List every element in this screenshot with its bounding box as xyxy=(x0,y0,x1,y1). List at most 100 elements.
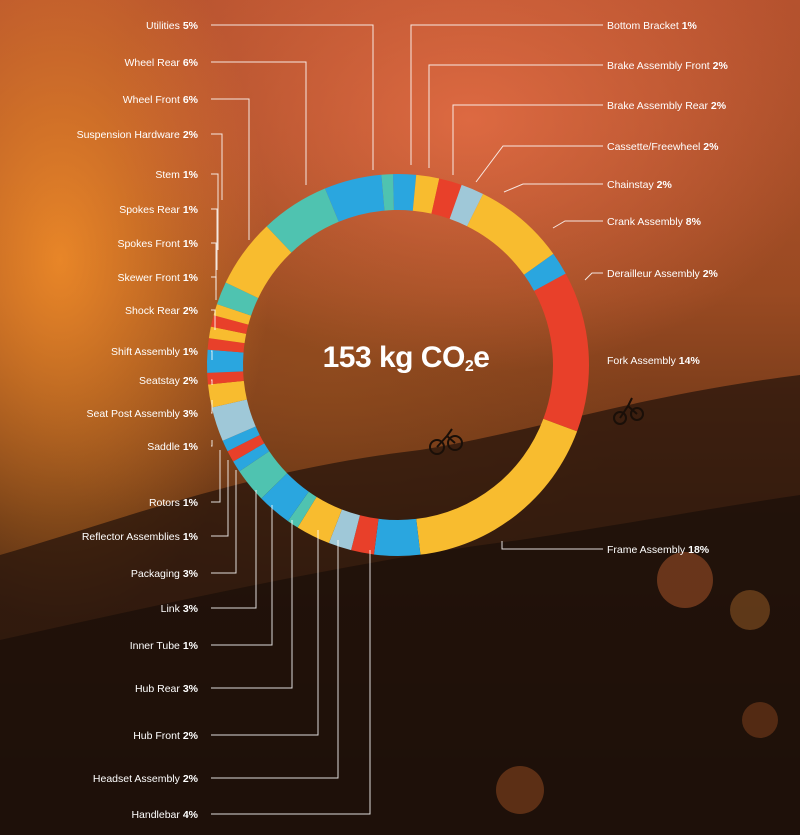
slice-label: Cassette/Freewheel 2% xyxy=(607,141,719,153)
leader-line xyxy=(211,98,250,240)
leader-line xyxy=(475,145,603,183)
slice-label: Reflector Assemblies 1% xyxy=(82,531,199,543)
leader-line xyxy=(211,208,218,270)
ring-segment xyxy=(261,473,309,522)
slice-label: Seat Post Assembly 3% xyxy=(87,408,199,420)
slice-label: Stem 1% xyxy=(155,169,198,181)
slice-label: Saddle 1% xyxy=(147,441,198,453)
ring-segment xyxy=(266,188,339,253)
slice-label: Brake Assembly Front 2% xyxy=(607,60,728,72)
ring-segment xyxy=(351,515,379,555)
leader-line xyxy=(584,272,603,281)
ring-segment xyxy=(225,226,292,299)
ring-segment xyxy=(208,380,247,408)
ring-segment xyxy=(373,518,421,556)
leader-line xyxy=(211,350,213,360)
leader-line xyxy=(211,24,374,170)
ring-segment xyxy=(524,253,566,291)
ring-segment xyxy=(239,451,288,499)
ring-segment xyxy=(534,273,589,432)
leader-line xyxy=(211,309,216,330)
leader-line xyxy=(211,470,237,574)
leader-line xyxy=(410,24,603,165)
ring-segment xyxy=(208,326,247,344)
slice-label: Inner Tube 1% xyxy=(130,640,199,652)
ring-segment xyxy=(297,496,342,544)
leader-line xyxy=(211,460,229,537)
leader-line xyxy=(211,450,221,503)
slice-label: Shift Assembly 1% xyxy=(111,346,199,358)
leader-line xyxy=(552,220,603,229)
ring-segment xyxy=(207,338,245,353)
ring-segment xyxy=(467,194,554,275)
ring-segment xyxy=(233,443,270,472)
ring-segment xyxy=(207,371,244,385)
ring-segment xyxy=(328,509,360,551)
leader-line xyxy=(211,505,273,646)
leader-line xyxy=(452,104,603,175)
leader-line xyxy=(503,183,603,193)
slice-label: Wheel Rear 6% xyxy=(124,57,198,69)
slice-label: Chainstay 2% xyxy=(607,179,672,191)
slice-label: Packaging 3% xyxy=(131,568,199,580)
leader-line xyxy=(211,400,213,414)
slice-label: Spokes Rear 1% xyxy=(119,204,198,216)
slice-label: Derailleur Assembly 2% xyxy=(607,268,719,280)
ring-segment xyxy=(287,491,317,528)
ring-segment xyxy=(227,434,265,462)
slice-label: Handlebar 4% xyxy=(131,809,198,821)
cyclist-icon xyxy=(613,397,644,425)
ring-segment xyxy=(211,399,256,441)
slice-label: Suspension Hardware 2% xyxy=(77,129,199,141)
ring-segment xyxy=(416,418,578,555)
ring-segment xyxy=(431,178,462,219)
leader-line xyxy=(211,133,223,200)
cyclist-icon xyxy=(429,428,463,455)
ring-segment xyxy=(206,349,244,373)
leader-line xyxy=(211,276,217,300)
total-emissions: 153 kg CO2e xyxy=(322,341,490,375)
ring-segment xyxy=(213,304,252,325)
leader-line xyxy=(211,61,307,185)
slice-label: Spokes Front 1% xyxy=(117,238,198,250)
slice-label: Headset Assembly 2% xyxy=(93,773,199,785)
ring-segment xyxy=(381,174,394,211)
leader-line xyxy=(211,173,219,250)
leader-line xyxy=(211,242,217,290)
slice-label: Link 3% xyxy=(161,603,199,615)
leader-line xyxy=(211,490,257,609)
ring-segment xyxy=(222,426,260,452)
slice-label: Hub Rear 3% xyxy=(135,683,199,695)
slice-label: Brake Assembly Rear 2% xyxy=(607,100,727,112)
donut-ring xyxy=(206,174,589,556)
leader-line xyxy=(211,550,371,815)
ring-segment xyxy=(210,315,249,334)
slice-label: Skewer Front 1% xyxy=(117,272,198,284)
slice-label: Fork Assembly 14% xyxy=(607,355,700,367)
slice-label: Crank Assembly 8% xyxy=(607,216,702,228)
slice-label: Wheel Front 6% xyxy=(123,94,199,106)
leader-line xyxy=(501,541,603,550)
ring-segment xyxy=(216,282,259,316)
slice-label: Utilities 5% xyxy=(146,20,199,32)
ring-segment xyxy=(449,184,484,227)
ring-segment xyxy=(412,174,440,214)
leader-line xyxy=(211,520,293,689)
slice-label: Shock Rear 2% xyxy=(125,305,199,317)
slice-label: Bottom Bracket 1% xyxy=(607,20,698,32)
ring-segment xyxy=(324,174,385,222)
leader-line xyxy=(211,440,213,447)
slice-label: Hub Front 2% xyxy=(133,730,198,742)
leader-line xyxy=(428,64,603,168)
leader-line xyxy=(211,379,213,385)
slice-label: Seatstay 2% xyxy=(139,375,199,387)
ring-segment xyxy=(392,174,417,211)
slice-label: Rotors 1% xyxy=(149,497,199,509)
leader-lines xyxy=(211,24,603,815)
leader-line xyxy=(211,540,339,779)
leader-line xyxy=(211,530,319,736)
slice-label: Frame Assembly 18% xyxy=(607,544,710,556)
slice-labels: Utilities 5% Wheel Rear 6% Wheel Front 6% S… xyxy=(77,20,729,821)
